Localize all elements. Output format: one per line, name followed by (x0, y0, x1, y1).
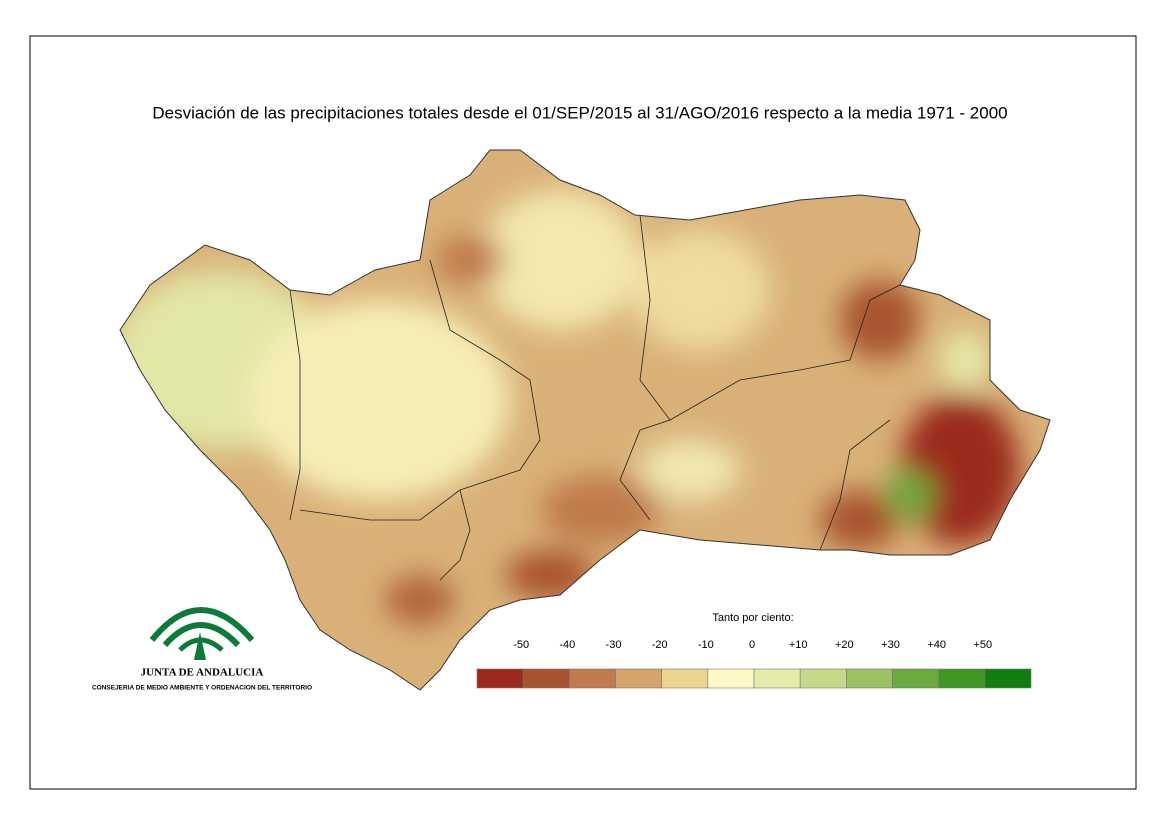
map-title: Desviación de las precipitaciones totale… (152, 103, 1007, 122)
legend-swatch (846, 668, 893, 689)
legend-swatch (984, 668, 1032, 689)
logo-name: JUNTA DE ANDALUCIA (141, 667, 264, 679)
legend-label: +50 (973, 639, 992, 651)
legend-label: -10 (698, 639, 714, 651)
logo: JUNTA DE ANDALUCIA CONSEJERIA DE MEDIO A… (92, 607, 312, 692)
legend-swatch (938, 668, 986, 689)
legend-swatch (476, 668, 524, 689)
legend-label: +40 (927, 639, 946, 651)
legend-swatch (753, 668, 801, 689)
legend-swatch (707, 668, 755, 689)
legend-swatch (892, 668, 939, 689)
legend-swatch (615, 668, 662, 689)
legend-label: -20 (652, 639, 668, 651)
legend-label: +10 (789, 639, 808, 651)
legend-label: +20 (835, 639, 854, 651)
legend-label: -40 (559, 639, 575, 651)
legend-label: 0 (749, 639, 755, 651)
legend: -50 -40 -30 -20 -10 0 +10 +20 +30 +40 +50 (476, 639, 1032, 689)
legend-swatch (661, 668, 709, 689)
legend-title: Tanto por ciento: (712, 612, 793, 624)
legend-swatch (799, 668, 847, 689)
legend-label: -50 (513, 639, 529, 651)
logo-department: CONSEJERIA DE MEDIO AMBIENTE Y ORDENACIO… (92, 685, 312, 692)
legend-swatch (522, 668, 570, 689)
legend-label: +30 (881, 639, 900, 651)
legend-label: -30 (606, 639, 622, 651)
legend-swatch (569, 668, 616, 689)
